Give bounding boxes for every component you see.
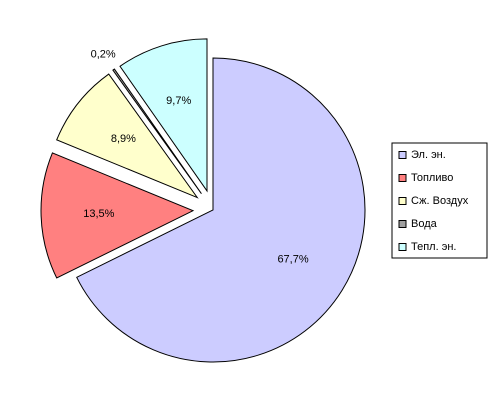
legend-swatch [398, 174, 407, 182]
data-label: 67,7% [277, 254, 308, 266]
pie-slice [40, 152, 195, 279]
legend-swatch [398, 151, 407, 159]
legend-swatch [398, 220, 407, 228]
legend-label: Эл. эн. [411, 149, 446, 161]
pie-slice [76, 57, 366, 363]
data-label: 13,5% [83, 208, 114, 220]
legend-swatch [398, 243, 407, 251]
pie-slice [119, 38, 208, 193]
data-label: 9,7% [166, 95, 191, 107]
legend-label: Тепл. эн. [411, 241, 456, 253]
pie-slice [112, 68, 202, 194]
legend-label: Топливо [411, 172, 453, 184]
data-label: 0,2% [91, 49, 116, 61]
pie-slice [56, 73, 199, 199]
legend-box [391, 142, 488, 259]
legend-label: Вода [411, 218, 438, 230]
legend-swatch [398, 197, 407, 205]
data-label: 8,9% [111, 133, 136, 145]
legend-label: Сж. Воздух [411, 195, 469, 207]
